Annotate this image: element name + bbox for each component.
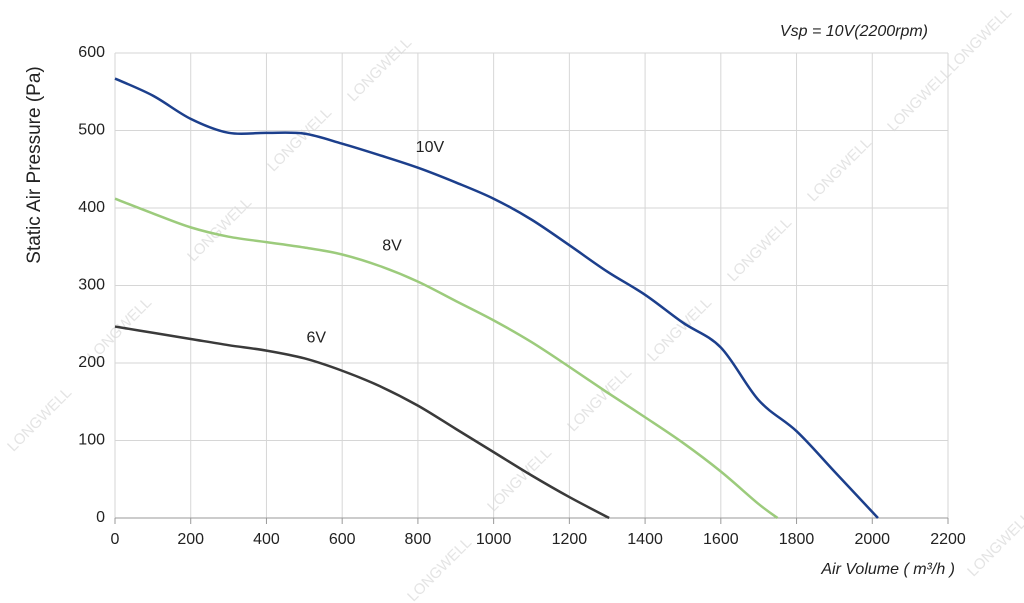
y-tick-label: 300 xyxy=(78,277,105,294)
x-tick-label: 1600 xyxy=(703,531,739,548)
series-label: 10V xyxy=(416,139,445,156)
watermark: LONGWELL xyxy=(804,134,875,205)
x-tick-label: 1800 xyxy=(779,531,815,548)
y-tick-label: 500 xyxy=(78,122,105,139)
series-line xyxy=(114,325,610,520)
watermark: LONGWELL xyxy=(564,364,635,435)
series-label: 6V xyxy=(307,330,327,347)
watermark: LONGWELL xyxy=(4,384,75,455)
x-tick-label: 2200 xyxy=(930,531,966,548)
x-tick-label: 1000 xyxy=(476,531,512,548)
series-line xyxy=(114,77,879,519)
x-tick-label: 600 xyxy=(329,531,356,548)
y-tick-label: 400 xyxy=(78,199,105,216)
y-tick-label: 600 xyxy=(78,44,105,61)
chart-title: Vsp = 10V(2200rpm) xyxy=(780,23,928,40)
watermark: LONGWELL xyxy=(644,294,715,365)
x-tick-label: 800 xyxy=(405,531,432,548)
x-tick-label: 1200 xyxy=(552,531,588,548)
watermark: LONGWELL xyxy=(344,34,415,105)
y-tick-label: 100 xyxy=(78,432,105,449)
watermark: LONGWELL xyxy=(884,64,955,135)
x-tick-label: 400 xyxy=(253,531,280,548)
x-axis-label: Air Volume ( m³/h ) xyxy=(820,561,955,578)
x-tick-label: 1400 xyxy=(627,531,663,548)
watermark-layer: LONGWELLLONGWELLLONGWELLLONGWELLLONGWELL… xyxy=(4,4,1024,603)
watermark: LONGWELL xyxy=(964,509,1024,580)
series-line xyxy=(114,197,779,520)
x-tick-label: 200 xyxy=(177,531,204,548)
x-tick-label: 2000 xyxy=(854,531,890,548)
y-tick-label: 200 xyxy=(78,354,105,371)
watermark: LONGWELL xyxy=(484,444,555,515)
x-tick-label: 0 xyxy=(111,531,120,548)
y-tick-label: 0 xyxy=(96,509,105,526)
y-axis-label: Static Air Pressure (Pa) xyxy=(24,66,45,263)
series-label: 8V xyxy=(382,237,402,254)
watermark: LONGWELL xyxy=(724,214,795,285)
watermark: LONGWELL xyxy=(944,4,1015,75)
